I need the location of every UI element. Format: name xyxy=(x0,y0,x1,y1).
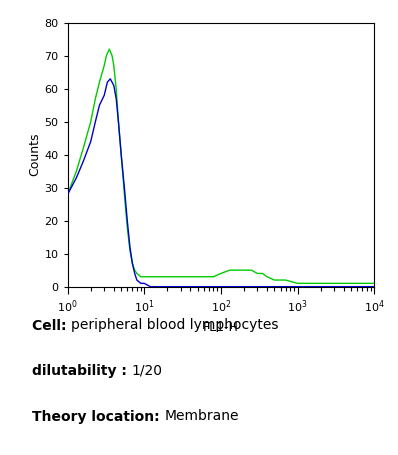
Y-axis label: Counts: Counts xyxy=(29,133,42,177)
Text: Theory location:: Theory location: xyxy=(32,410,164,424)
Text: 1/20: 1/20 xyxy=(132,364,163,378)
Text: Membrane: Membrane xyxy=(164,410,239,424)
Text: dilutability :: dilutability : xyxy=(32,364,132,378)
X-axis label: FL1-H: FL1-H xyxy=(203,321,239,334)
Text: peripheral blood lymphocytes: peripheral blood lymphocytes xyxy=(71,318,279,333)
Text: Cell:: Cell: xyxy=(32,318,71,333)
